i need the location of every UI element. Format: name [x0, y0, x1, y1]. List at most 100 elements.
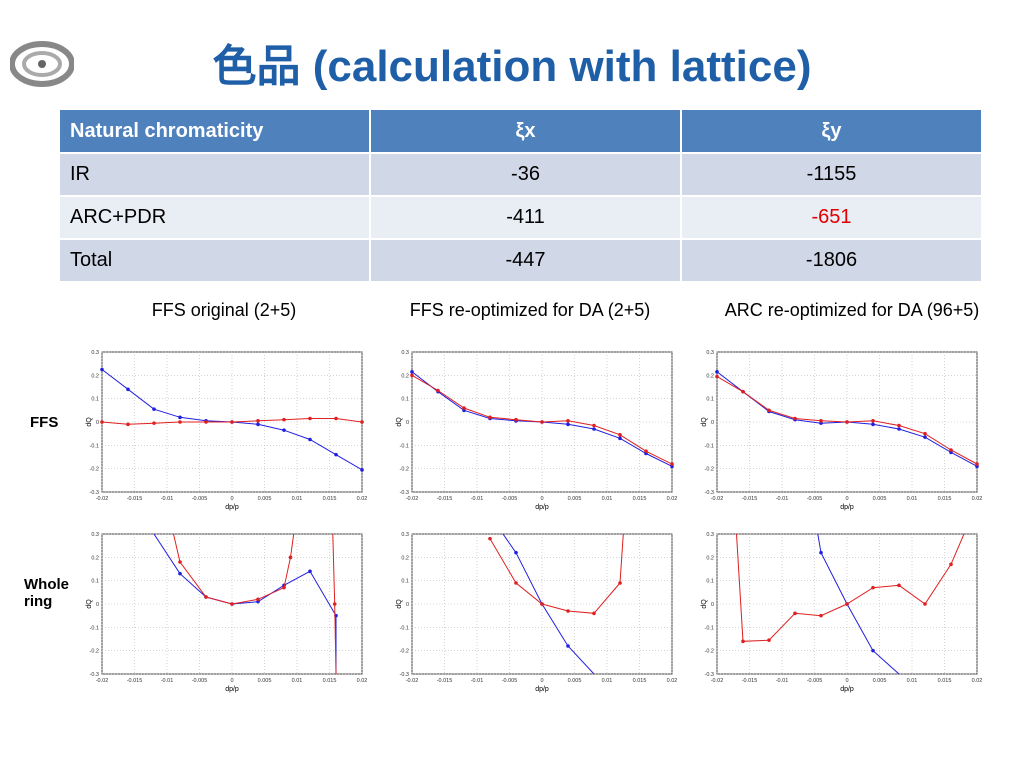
column-title: FFS re-optimized for DA (2+5): [409, 300, 651, 320]
data-point-red: [793, 416, 797, 421]
x-tick-label: 0.01: [907, 678, 918, 684]
x-tick-label: -0.015: [127, 496, 143, 502]
data-point-blue: [100, 367, 104, 372]
chromaticity-table: Natural chromaticity ξx ξy IR -36 -1155 …: [60, 110, 983, 281]
x-tick-label: -0.015: [437, 496, 453, 502]
data-point-red: [871, 419, 875, 423]
x-axis-label: dp/p: [225, 686, 239, 693]
data-point-red: [282, 585, 286, 590]
data-point-blue: [308, 569, 312, 574]
x-tick-label: -0.005: [502, 496, 518, 502]
data-point-red: [949, 448, 953, 452]
y-axis-label: dQ: [701, 417, 708, 427]
x-tick-label: 0: [845, 496, 848, 502]
x-axis-label: dp/p: [840, 504, 854, 511]
x-tick-label: -0.01: [161, 496, 174, 502]
y-tick-label: -0.1: [705, 443, 714, 449]
data-point-red: [923, 431, 927, 436]
row-label-whole-ring: Whole ring: [24, 576, 69, 610]
y-tick-label: 0.2: [706, 373, 714, 379]
data-point-blue: [618, 436, 622, 441]
y-axis-label: dQ: [396, 599, 403, 609]
data-point-red: [949, 562, 953, 567]
y-tick-label: 0.3: [401, 532, 409, 538]
x-tick-label: 0.02: [972, 496, 983, 502]
plot-ffs-original: -0.02 -0.015 -0.01 -0.005 0 0.005 0.01 0.015 0.0…: [86, 350, 367, 511]
x-tick-label: -0.01: [776, 678, 789, 684]
table-header-row: Natural chromaticity ξx ξy: [60, 110, 983, 153]
data-point-red: [670, 462, 674, 466]
x-axis-label: dp/p: [535, 504, 549, 511]
table-header: ξx: [370, 110, 682, 153]
y-tick-label: 0.2: [401, 555, 409, 561]
data-point-blue: [871, 422, 875, 427]
data-point-red: [644, 449, 648, 453]
y-tick-label: -0.1: [90, 443, 99, 449]
row-label: ARC+PDR: [60, 195, 371, 239]
data-point-blue: [178, 571, 182, 576]
x-tick-label: -0.02: [711, 496, 724, 502]
xi-y-value: -1806: [681, 238, 983, 281]
y-tick-label: 0.1: [91, 397, 99, 403]
y-tick-label: -0.1: [705, 625, 714, 631]
data-point-red: [462, 406, 466, 410]
x-tick-label: 0.005: [258, 496, 272, 502]
y-tick-label: -0.1: [400, 443, 409, 449]
x-tick-label: -0.005: [807, 496, 823, 502]
y-tick-label: 0: [711, 420, 714, 426]
x-tick-label: -0.02: [406, 678, 419, 684]
x-tick-label: -0.02: [406, 496, 419, 502]
x-tick-label: 0.015: [633, 678, 647, 684]
data-point-red: [871, 585, 875, 590]
data-point-red: [819, 613, 823, 618]
x-tick-label: 0: [540, 496, 543, 502]
data-point-blue: [282, 428, 286, 432]
x-tick-label: 0.02: [357, 678, 368, 684]
plot-ffs-reoptimized: -0.02 -0.015 -0.01 -0.005 0 0.005 0.01 0.015 0.0…: [396, 350, 677, 511]
xi-x-value: -411: [370, 195, 682, 239]
data-point-blue: [334, 452, 338, 457]
x-tick-label: 0.015: [938, 496, 952, 502]
data-point-blue: [410, 370, 414, 374]
data-point-red: [256, 597, 260, 602]
xi-y-value-highlight: -651: [681, 195, 983, 239]
x-tick-label: -0.015: [742, 678, 758, 684]
y-axis-label: dQ: [396, 417, 403, 427]
x-tick-label: 0: [230, 678, 233, 684]
x-tick-label: 0.015: [938, 678, 952, 684]
x-tick-label: -0.02: [96, 678, 109, 684]
y-tick-label: -0.2: [705, 467, 714, 473]
data-point-red: [741, 389, 745, 394]
x-tick-label: 0.015: [323, 496, 337, 502]
y-tick-label: 0.1: [401, 579, 409, 585]
x-tick-label: 0: [540, 678, 543, 684]
y-tick-label: -0.3: [400, 672, 409, 678]
series-line-red: [173, 534, 295, 605]
x-tick-label: -0.02: [96, 496, 109, 502]
table-row: Total -447 -1806: [60, 238, 983, 281]
y-tick-label: -0.3: [705, 490, 714, 496]
data-point-red: [592, 611, 596, 616]
x-tick-label: 0.005: [568, 496, 582, 502]
data-point-red: [845, 420, 849, 424]
data-point-red: [126, 422, 130, 427]
data-point-red: [410, 373, 414, 378]
data-point-red: [767, 408, 771, 413]
y-tick-label: -0.3: [705, 672, 714, 678]
plot-whole-ring-arc-reoptimized: -0.02 -0.015 -0.01 -0.005 0 0.005 0.01 0.015 0.0…: [701, 532, 982, 693]
y-tick-label: 0: [96, 602, 99, 608]
data-point-red: [230, 420, 234, 424]
y-tick-label: 0.2: [401, 373, 409, 379]
data-point-blue: [592, 427, 596, 431]
page-title: 色品 (calculation with lattice): [212, 42, 812, 91]
y-tick-label: 0: [711, 602, 714, 608]
data-point-red: [618, 581, 622, 585]
y-tick-label: 0.3: [706, 350, 714, 356]
y-tick-label: -0.2: [90, 467, 99, 473]
y-tick-label: 0.3: [706, 532, 714, 538]
x-tick-label: 0: [230, 496, 233, 502]
data-point-red: [897, 583, 901, 588]
x-tick-label: 0.01: [907, 496, 918, 502]
data-point-blue: [126, 387, 130, 392]
data-point-red: [436, 388, 440, 393]
